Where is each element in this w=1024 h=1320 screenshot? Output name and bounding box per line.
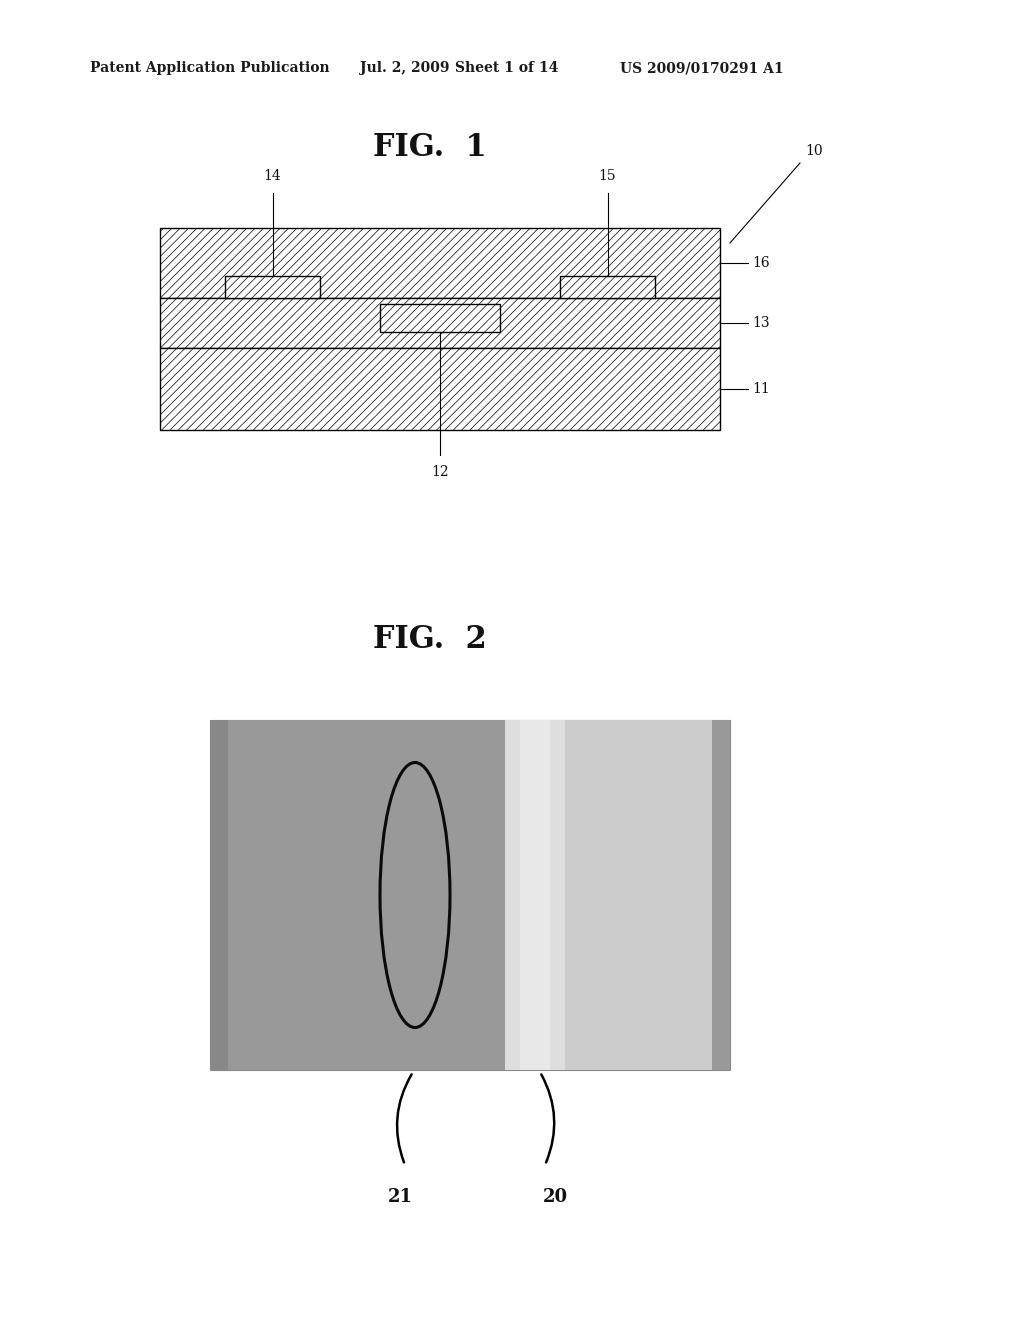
Bar bbox=[520, 719, 550, 1071]
Bar bbox=[228, 719, 505, 1071]
Bar bbox=[160, 298, 720, 348]
Text: 11: 11 bbox=[752, 381, 770, 396]
Text: 13: 13 bbox=[752, 315, 770, 330]
Text: Patent Application Publication: Patent Application Publication bbox=[90, 61, 330, 75]
Bar bbox=[210, 719, 228, 1071]
Text: FIG.  1: FIG. 1 bbox=[373, 132, 486, 164]
Text: 14: 14 bbox=[263, 169, 282, 183]
Bar bbox=[210, 719, 730, 1071]
Bar bbox=[712, 719, 730, 1071]
Bar bbox=[160, 348, 720, 430]
Text: 21: 21 bbox=[387, 1188, 413, 1206]
Text: Jul. 2, 2009: Jul. 2, 2009 bbox=[360, 61, 450, 75]
Text: 12: 12 bbox=[431, 465, 449, 479]
Text: 15: 15 bbox=[599, 169, 616, 183]
Text: 16: 16 bbox=[752, 256, 770, 271]
Bar bbox=[505, 719, 565, 1071]
Bar bbox=[380, 304, 500, 333]
Bar bbox=[560, 276, 655, 298]
Text: Sheet 1 of 14: Sheet 1 of 14 bbox=[455, 61, 558, 75]
Text: FIG.  2: FIG. 2 bbox=[373, 624, 486, 656]
Text: 10: 10 bbox=[805, 144, 822, 158]
Bar bbox=[565, 719, 712, 1071]
Text: 20: 20 bbox=[543, 1188, 567, 1206]
Text: US 2009/0170291 A1: US 2009/0170291 A1 bbox=[620, 61, 783, 75]
Bar bbox=[160, 228, 720, 298]
Bar bbox=[225, 276, 319, 298]
